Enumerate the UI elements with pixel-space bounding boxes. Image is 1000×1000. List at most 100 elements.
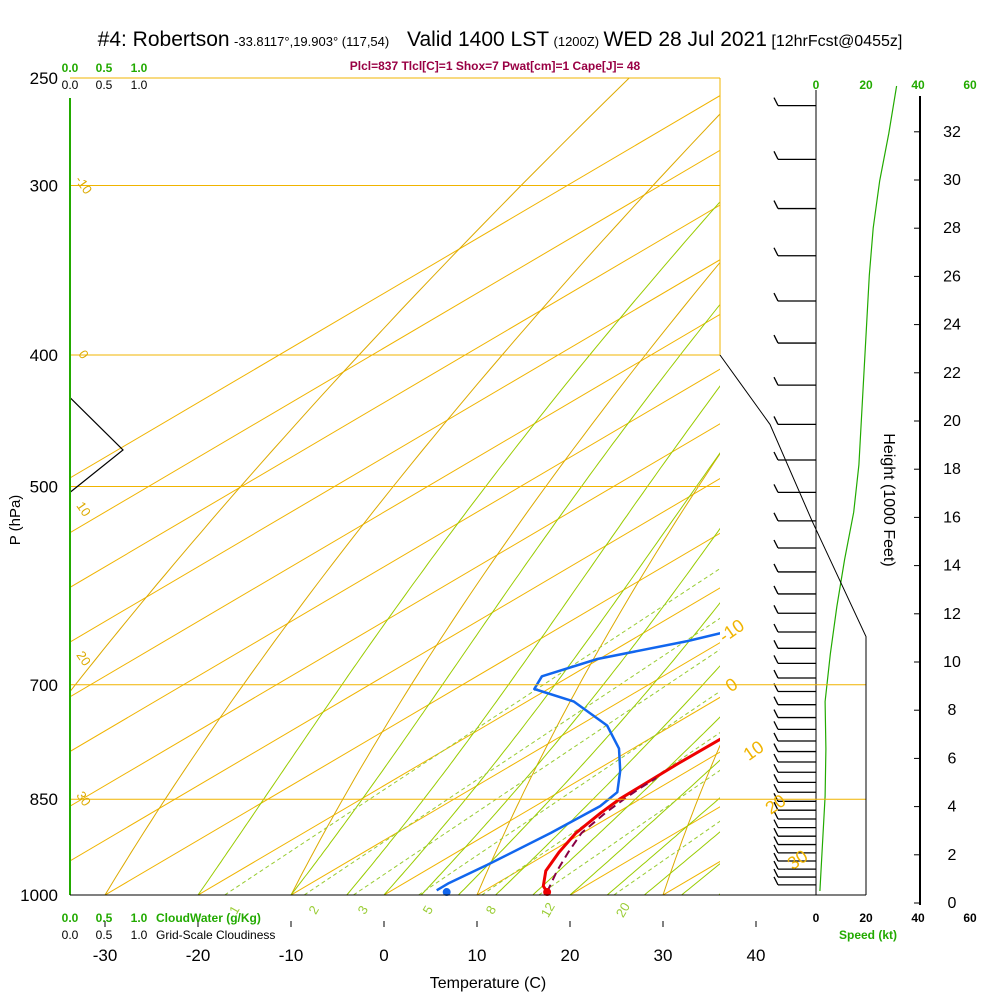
wind-barb-flag [773, 852, 779, 862]
height-tick-label: 20 [943, 413, 961, 430]
cloudiness-profile-line [69, 397, 124, 493]
cloudiness-scale-top: 0.0 [62, 78, 79, 92]
moist-adiabat-line [383, 452, 720, 895]
height-tick-label: 12 [943, 606, 961, 623]
wind-barb-flag [773, 563, 779, 573]
dry-adiabat-line [476, 452, 720, 895]
wind-barb-flag [773, 97, 779, 106]
isotherm-line [70, 204, 720, 588]
cloudwater-scale-bottom: 1.0 [131, 911, 148, 925]
wind-barb-flag [773, 585, 779, 595]
cloudiness-scale-bottom: 0.5 [96, 928, 113, 942]
wind-barb-flag [773, 669, 779, 679]
wind-barb-flag [773, 774, 779, 783]
wind-barb-flag [773, 604, 779, 614]
height-tick-label: 24 [943, 317, 961, 334]
wind-barb-flag [773, 876, 779, 886]
height-tick-label: 32 [943, 124, 961, 141]
mixing-ratio-line [613, 820, 720, 895]
speed-axis-label: Speed (kt) [839, 928, 897, 942]
wind-barb-flag [773, 292, 779, 302]
speed-scale-bottom: 40 [911, 911, 925, 925]
mixing-ratio-line [353, 648, 720, 895]
mixing-ratio-label: 8 [483, 903, 500, 917]
height-tick-label: 22 [943, 365, 961, 382]
moist-adiabat-line [606, 797, 720, 895]
wind-barb-flag [773, 801, 779, 811]
dry-adiabat-label: 20 [73, 648, 94, 668]
wind-barb-flag [773, 836, 779, 845]
temperature-profile-line [541, 737, 720, 893]
cloudwater-scale-bottom: 0.5 [96, 911, 113, 925]
pressure-tick-label: 300 [30, 176, 58, 195]
moist-adiabat-line [532, 716, 720, 895]
wind-barb-flag [773, 247, 779, 257]
dry-adiabat-line [104, 113, 720, 895]
temperature-tick-label: 30 [654, 946, 673, 965]
height-axis-label: Height (1000 Feet) [880, 433, 897, 566]
mixing-ratio-label: 12 [538, 900, 558, 920]
temperature-tick-label: -30 [93, 946, 118, 965]
moist-adiabat-line [346, 385, 720, 895]
isotherm-line [383, 696, 720, 895]
wind-barb-flag [773, 451, 779, 461]
height-tick-label: 2 [948, 847, 957, 864]
isotherm-line [70, 368, 720, 753]
wind-barb-flag [773, 743, 779, 752]
height-tick-label: 0 [948, 895, 957, 912]
dry-adiabat-label: 10 [73, 499, 94, 519]
dry-adiabat-label: 0 [75, 347, 91, 362]
height-tick-label: 14 [943, 558, 961, 575]
forecast-info: [12hrFcst@0455z] [771, 33, 903, 50]
pressure-tick-label: 850 [30, 790, 58, 809]
wind-barb-flag [773, 512, 779, 522]
isotherm-line [569, 806, 720, 895]
wind-barb-flag [773, 732, 779, 742]
dry-adiabat-label: 30 [73, 788, 94, 808]
height-tick-label: 30 [943, 172, 961, 189]
cloudwater-scale-bottom: 0.0 [62, 911, 79, 925]
wind-barb-flag [773, 810, 779, 820]
moist-adiabat-line [569, 759, 720, 895]
wind-barb-flag [773, 860, 779, 870]
valid-time: Valid 1400 LST [407, 28, 550, 51]
dry-adiabat-line [290, 261, 720, 895]
moist-adiabat-line [420, 527, 720, 895]
wind-barb-flag [773, 709, 779, 718]
moist-adiabat-line [681, 863, 720, 895]
moist-adiabat-line [644, 831, 720, 895]
wind-barb-flag [773, 868, 779, 878]
cloudiness-scale-top: 1.0 [131, 78, 148, 92]
cloudiness-legend: Grid-Scale Cloudiness [156, 928, 275, 942]
isotherm-line [70, 95, 720, 479]
pressure-tick-label: 700 [30, 676, 58, 695]
isotherm-label: 10 [740, 737, 768, 765]
cloudwater-legend: CloudWater (g/Kg) [156, 911, 261, 925]
isotherm-line [104, 532, 720, 895]
height-tick-label: 10 [943, 654, 961, 671]
moist-adiabat-line [495, 665, 720, 895]
speed-scale-top: 20 [859, 78, 873, 92]
cloudiness-scale-bottom: 1.0 [131, 928, 148, 942]
forecast-date: WED 28 Jul 2021 [603, 28, 767, 51]
isotherm-line [70, 423, 720, 807]
pressure-tick-label: 1000 [20, 886, 58, 905]
isotherm-line [70, 313, 720, 698]
wind-barb-flag [773, 623, 779, 633]
wind-barb-flag [773, 696, 779, 705]
height-tick-label: 6 [948, 750, 957, 767]
x-axis-label: Temperature (C) [430, 975, 546, 992]
temperature-tick-label: -10 [279, 946, 304, 965]
temperature-tick-label: 0 [379, 946, 388, 965]
surface-dewpoint-marker [442, 888, 451, 897]
mixing-ratio-label: 3 [355, 903, 372, 917]
mixing-ratio-label: 5 [420, 903, 437, 917]
isotherm-line [70, 477, 720, 862]
wind-speed-profile-line [819, 85, 898, 892]
wind-barb-flag [773, 763, 779, 773]
speed-scale-bottom: 60 [963, 911, 977, 925]
wind-barb-flag [773, 721, 779, 730]
temperature-tick-label: 10 [468, 946, 487, 965]
speed-scale-top: 60 [963, 78, 977, 92]
